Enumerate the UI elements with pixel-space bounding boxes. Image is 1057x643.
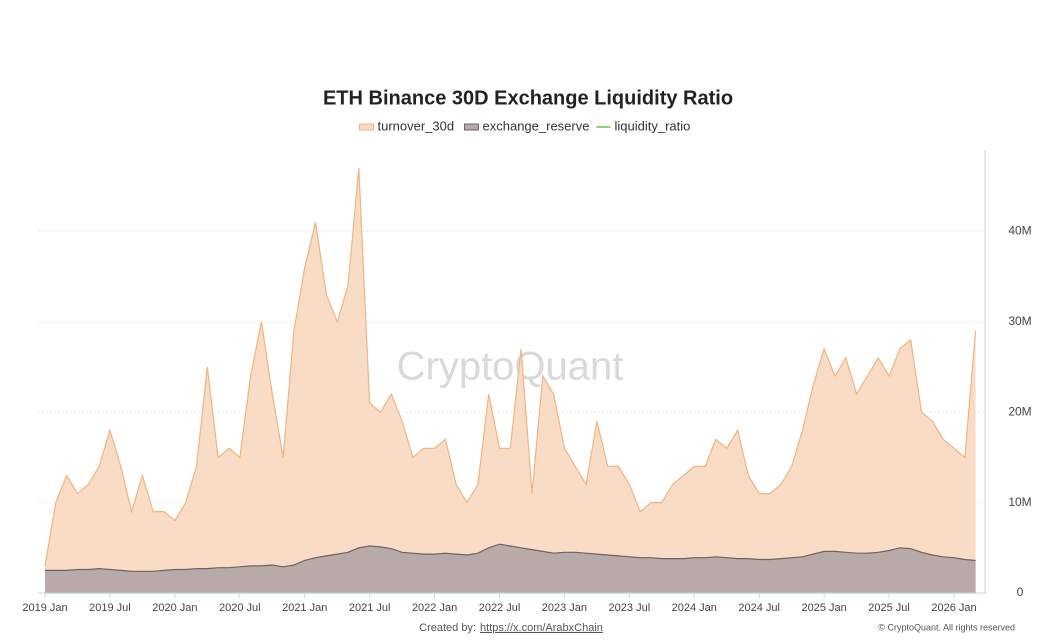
legend-label: exchange_reserve bbox=[483, 118, 590, 133]
x-tick-label: 2021 Jan bbox=[282, 602, 327, 614]
footer-link[interactable]: https://x.com/ArabxChain bbox=[480, 622, 603, 634]
legend-label: turnover_30d bbox=[378, 118, 455, 133]
x-tick-label: 2022 Jul bbox=[479, 602, 521, 614]
footer-prefix: Created by: bbox=[419, 622, 476, 634]
x-tick-label: 2023 Jan bbox=[542, 602, 587, 614]
x-tick-label: 2026 Jan bbox=[931, 602, 976, 614]
y-tick-label: 40M bbox=[1008, 224, 1031, 238]
x-tick-label: 2020 Jan bbox=[152, 602, 197, 614]
legend-swatch bbox=[464, 123, 479, 131]
y-tick-label: 30M bbox=[1008, 314, 1031, 328]
x-tick-label: 2024 Jan bbox=[672, 602, 717, 614]
x-tick-label: 2021 Jul bbox=[349, 602, 391, 614]
y-tick-label: 20M bbox=[1008, 404, 1031, 418]
x-tick-label: 2024 Jul bbox=[738, 602, 780, 614]
x-tick-label: 2019 Jul bbox=[89, 602, 131, 614]
watermark: CryptoQuant bbox=[397, 345, 624, 389]
x-tick-label: 2025 Jan bbox=[802, 602, 847, 614]
x-tick-label: 2025 Jul bbox=[868, 602, 910, 614]
legend-swatch bbox=[359, 123, 374, 131]
legend-item: exchange_reserve bbox=[464, 118, 590, 133]
legend-item: turnover_30d bbox=[359, 118, 455, 133]
series-area bbox=[45, 544, 976, 593]
copyright: © CryptoQuant. All rights reserved bbox=[878, 622, 1015, 632]
legend-label: liquidity_ratio bbox=[615, 118, 691, 133]
x-tick-label: 2022 Jan bbox=[412, 602, 457, 614]
legend-item: liquidity_ratio bbox=[596, 118, 691, 133]
series-line bbox=[44, 168, 977, 567]
x-tick-label: 2019 Jan bbox=[22, 602, 67, 614]
x-tick-label: 2023 Jul bbox=[609, 602, 651, 614]
y-tick-label: 10M bbox=[1008, 495, 1031, 509]
chart-title: ETH Binance 30D Exchange Liquidity Ratio bbox=[323, 87, 733, 109]
x-tick-label: 2020 Jul bbox=[219, 602, 261, 614]
series-line bbox=[45, 543, 976, 572]
y-tick-label: 0 bbox=[1017, 585, 1024, 599]
series-area bbox=[45, 168, 976, 593]
